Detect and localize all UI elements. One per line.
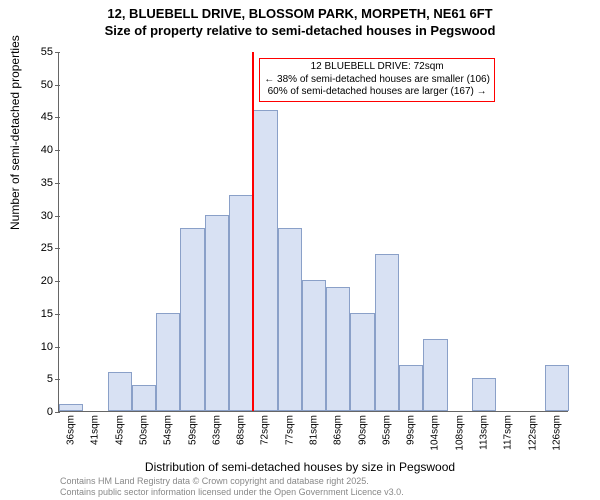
y-tick: 0	[19, 406, 59, 418]
y-tick: 50	[19, 79, 59, 91]
annotation-line: 12 BLUEBELL DRIVE: 72sqm	[264, 61, 490, 74]
histogram-bar	[350, 313, 374, 411]
histogram-bar	[302, 280, 326, 411]
x-tick: 90sqm	[357, 411, 368, 445]
histogram-bar	[326, 287, 350, 411]
x-tick: 126sqm	[551, 411, 562, 451]
histogram-bar	[278, 228, 302, 411]
histogram-bar	[399, 365, 423, 411]
x-axis-label: Distribution of semi-detached houses by …	[0, 460, 600, 474]
y-tick: 45	[19, 111, 59, 123]
annotation-box: 12 BLUEBELL DRIVE: 72sqm← 38% of semi-de…	[259, 58, 495, 102]
x-tick: 95sqm	[381, 411, 392, 445]
y-tick: 35	[19, 177, 59, 189]
y-tick: 20	[19, 275, 59, 287]
y-tick: 55	[19, 46, 59, 58]
x-tick: 36sqm	[66, 411, 77, 445]
y-tick: 40	[19, 144, 59, 156]
histogram-bar	[108, 372, 132, 411]
chart-title: 12, BLUEBELL DRIVE, BLOSSOM PARK, MORPET…	[0, 0, 600, 40]
histogram-bar	[229, 195, 253, 411]
annotation-line: ← 38% of semi-detached houses are smalle…	[264, 74, 490, 87]
y-tick: 30	[19, 210, 59, 222]
histogram-bar	[375, 254, 399, 411]
x-tick: 45sqm	[114, 411, 125, 445]
chart-container: 12, BLUEBELL DRIVE, BLOSSOM PARK, MORPET…	[0, 0, 600, 500]
footer-line-2: Contains public sector information licen…	[60, 487, 404, 498]
histogram-bar	[180, 228, 204, 411]
x-tick: 50sqm	[139, 411, 150, 445]
plot-area: 051015202530354045505536sqm41sqm45sqm50s…	[58, 52, 568, 412]
title-line-2: Size of property relative to semi-detach…	[0, 23, 600, 40]
x-tick: 68sqm	[236, 411, 247, 445]
histogram-bar	[472, 378, 496, 411]
x-tick: 54sqm	[163, 411, 174, 445]
histogram-bar	[205, 215, 229, 411]
x-tick: 59sqm	[187, 411, 198, 445]
y-tick: 25	[19, 242, 59, 254]
x-tick: 86sqm	[333, 411, 344, 445]
y-tick: 15	[19, 308, 59, 320]
reference-line	[252, 52, 254, 411]
x-tick: 122sqm	[527, 411, 538, 451]
title-line-1: 12, BLUEBELL DRIVE, BLOSSOM PARK, MORPET…	[0, 6, 600, 23]
x-tick: 72sqm	[260, 411, 271, 445]
histogram-bar	[132, 385, 156, 411]
footer-attribution: Contains HM Land Registry data © Crown c…	[60, 476, 404, 498]
y-axis-label: Number of semi-detached properties	[8, 35, 22, 230]
histogram-bar	[253, 110, 277, 411]
x-tick: 104sqm	[430, 411, 441, 451]
x-tick: 77sqm	[284, 411, 295, 445]
x-tick: 41sqm	[90, 411, 101, 445]
annotation-line: 60% of semi-detached houses are larger (…	[264, 86, 490, 99]
x-tick: 108sqm	[454, 411, 465, 451]
histogram-bar	[156, 313, 180, 411]
y-tick: 10	[19, 341, 59, 353]
histogram-bar	[423, 339, 447, 411]
x-tick: 99sqm	[406, 411, 417, 445]
x-tick: 113sqm	[479, 411, 490, 450]
x-tick: 117sqm	[503, 411, 514, 450]
footer-line-1: Contains HM Land Registry data © Crown c…	[60, 476, 404, 487]
y-tick: 5	[19, 373, 59, 385]
x-tick: 63sqm	[211, 411, 222, 445]
histogram-bar	[545, 365, 569, 411]
x-tick: 81sqm	[309, 411, 320, 445]
